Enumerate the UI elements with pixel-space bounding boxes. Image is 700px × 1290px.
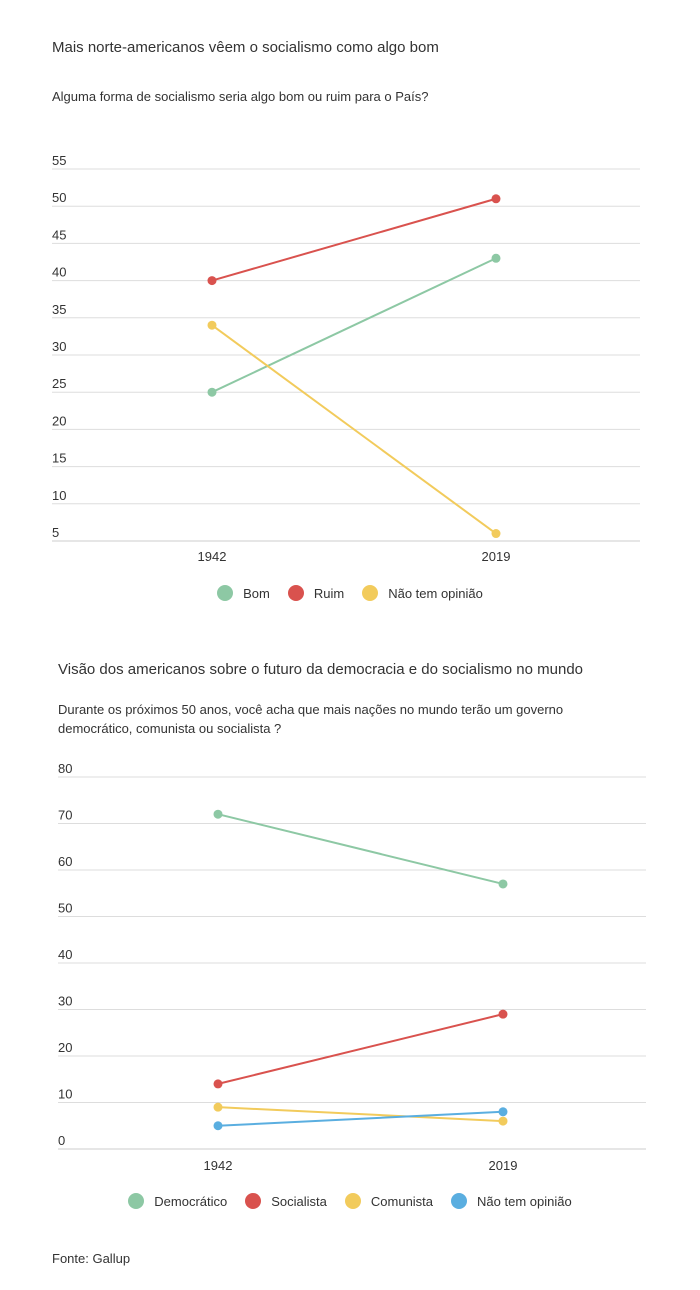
data-point-comunista-1942 [213,1102,223,1112]
data-point-ruim-2019 [491,194,501,204]
y-tick-label: 20 [52,413,66,428]
chart-2-title: Visão dos americanos sobre o futuro da d… [58,661,584,678]
legend-label: Bom [243,585,270,601]
chart-1-plot: 55 50 45 40 35 30 25 20 15 10 5 1942 2019 [52,153,640,564]
chart-1-subtitle: Alguma forma de socialismo seria algo bo… [52,89,429,104]
legend-swatch [217,585,234,601]
series-line-socialista [217,1013,504,1085]
data-point-bom-2019 [491,253,501,263]
y-tick-label: 45 [52,227,66,242]
y-tick-label: 10 [58,1087,72,1102]
chart-2-subtitle-line-2: democrático, comunista ou socialista ? [58,721,282,736]
legend-item-bom: Bom [217,585,270,601]
x-tick-label: 2019 [489,1158,518,1173]
data-point-socialista-1942 [213,1079,223,1089]
legend-label: Comunista [370,1193,434,1209]
series-line-nao-tem-opiniao [217,1110,504,1127]
legend-label: Socialista [271,1193,327,1209]
legend-label: Democrático [154,1193,228,1209]
legend-label: Ruim [313,585,345,601]
y-tick-label: 50 [58,901,72,916]
series-line-comunista [217,1106,504,1123]
legend-label: Não tem opinião [477,1193,572,1209]
data-point-ruim-1942 [207,276,217,286]
y-tick-label: 40 [52,265,66,280]
y-tick-label: 50 [52,190,66,205]
y-tick-label: 25 [52,376,66,391]
data-point-nao-tem-opiniao-1942 [207,320,217,330]
legend-swatch [344,1193,361,1209]
data-point-comunista-2019 [498,1116,508,1126]
y-tick-label: 55 [52,153,66,168]
legend-label: Não tem opinião [388,585,483,601]
y-tick-label: 70 [58,808,72,823]
legend-item-nao-tem-opiniao: Não tem opinião [362,585,483,601]
y-tick-label: 35 [52,302,66,317]
series-line-democratico [217,813,504,885]
legend-swatch [128,1193,145,1209]
chart-1: Mais norte-americanos vêem o socialismo … [0,0,700,620]
data-point-democratico-2019 [498,879,508,889]
source-note: Fonte: Gallup [52,1251,131,1266]
legend-swatch [245,1193,262,1209]
legend-item-nao-tem-opiniao: Não tem opinião [451,1193,572,1209]
legend-item-ruim: Ruim [287,585,345,601]
chart-2-subtitle-line-1: Durante os próximos 50 anos, você acha q… [58,702,564,717]
legend-item-comunista: Comunista [344,1193,434,1209]
series-line-nao-tem-opiniao [211,324,497,535]
series-line-ruim [211,197,497,282]
legend-swatch [362,585,379,601]
data-point-socialista-2019 [498,1009,508,1019]
data-point-nao-tem-opiniao-2019 [491,529,501,539]
legend-swatch [451,1193,468,1209]
data-point-nao-tem-opiniao-1942 [213,1121,223,1131]
y-tick-label: 60 [58,854,72,869]
chart-2-legend: Democrático Socialista Comunista Não tem op… [0,1193,700,1209]
x-tick-label: 1942 [204,1158,233,1173]
legend-item-democratico: Democrático [128,1193,227,1209]
y-tick-label: 5 [52,525,59,540]
x-tick-label: 2019 [482,549,511,564]
data-point-bom-1942 [207,387,217,397]
series-line-bom [211,257,497,394]
y-tick-label: 15 [52,451,66,466]
y-tick-label: 40 [58,947,72,962]
legend-item-socialista: Socialista [245,1193,327,1209]
y-tick-label: 80 [58,761,72,776]
y-tick-label: 0 [58,1133,65,1148]
y-tick-label: 10 [52,488,66,503]
data-point-nao-tem-opiniao-2019 [498,1107,508,1117]
chart-1-legend: Bom Ruim Não tem opinião [0,585,700,601]
y-tick-label: 30 [52,339,66,354]
data-point-democratico-1942 [213,809,223,819]
y-tick-label: 30 [58,994,72,1009]
y-tick-label: 20 [58,1040,72,1055]
x-tick-label: 1942 [198,549,227,564]
chart-1-title: Mais norte-americanos vêem o socialismo … [52,39,439,56]
legend-swatch [287,585,304,601]
